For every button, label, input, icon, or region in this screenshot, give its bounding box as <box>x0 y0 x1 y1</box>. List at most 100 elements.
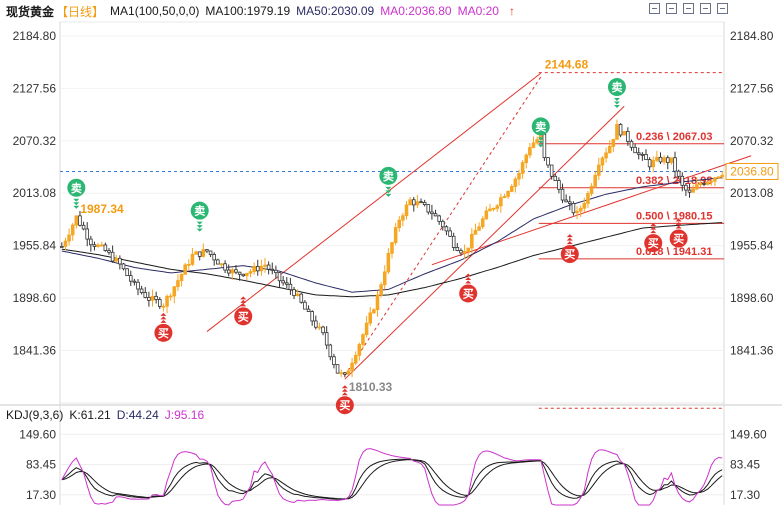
buy-arrow-icon <box>675 222 682 225</box>
candle-body <box>121 263 126 270</box>
buy-arrow-icon <box>675 218 682 222</box>
candle-body <box>477 226 481 231</box>
kdj-tick-left: 149.60 <box>19 427 56 441</box>
settings-icon[interactable] <box>649 3 660 14</box>
collapse-icon[interactable] <box>666 3 677 14</box>
y-tick-label-right: 2127.56 <box>730 81 774 95</box>
candle-body <box>531 142 536 148</box>
sell-signal-icon <box>531 117 550 136</box>
candle-body <box>382 271 387 286</box>
buy-signal-label: 买 <box>238 310 249 323</box>
candle-body <box>426 204 431 213</box>
candle-body <box>368 312 373 324</box>
ma50-line <box>61 177 723 293</box>
candle-body <box>197 251 202 257</box>
candle-body <box>466 247 470 252</box>
arrow-up-icon[interactable]: ↑ <box>508 4 515 18</box>
candle-body <box>314 320 318 328</box>
candle-body <box>375 294 380 311</box>
candle-body <box>390 242 394 254</box>
candle-body <box>179 273 184 282</box>
candle-body <box>237 271 242 275</box>
close-icon[interactable] <box>717 3 728 14</box>
sell-arrow-icon <box>73 205 80 209</box>
symbol-title[interactable]: 现货黄金 <box>6 4 55 19</box>
sell-arrow-icon <box>73 198 80 202</box>
y-tick-label-left: 1955.84 <box>13 239 57 253</box>
sell-arrow-icon <box>73 202 80 206</box>
sell-signal-label: 卖 <box>71 181 82 195</box>
candle-body <box>546 157 550 166</box>
sell-arrow-icon <box>613 101 620 105</box>
plot-frame <box>59 21 725 404</box>
buy-signal-icon <box>669 229 688 248</box>
candle-body <box>557 180 561 190</box>
candle-body <box>615 124 619 140</box>
candle-body <box>444 226 449 232</box>
chart-toolbar <box>649 3 728 14</box>
candle-body <box>698 183 703 186</box>
candle-body <box>216 259 220 265</box>
buy-signal-label: 买 <box>673 233 684 246</box>
candle-body <box>364 322 369 336</box>
candle-body <box>99 244 104 247</box>
candle-body <box>324 332 329 346</box>
y-tick-label-left: 2013.08 <box>13 186 57 200</box>
candle-body <box>586 193 590 204</box>
candle-body <box>361 334 365 345</box>
ma100-value: MA100:1979.19 <box>205 4 291 18</box>
candle-body <box>651 160 656 168</box>
candle-body <box>277 272 282 282</box>
chart-legend: 现货黄金 【日线】 MA1(100,50,0,0) MA100:1979.19 … <box>0 0 782 22</box>
buy-arrow-icon <box>465 280 472 284</box>
candle-body <box>219 263 224 266</box>
ma-group-label[interactable]: MA1(100,50,0,0) <box>110 4 200 18</box>
candle-body <box>669 157 674 163</box>
candle-body <box>328 344 333 358</box>
candle-body <box>176 280 180 288</box>
sell-signal-label: 卖 <box>383 169 394 183</box>
minimize-icon[interactable] <box>683 3 694 14</box>
candle-body <box>125 268 129 277</box>
buy-arrow-icon <box>675 225 682 229</box>
candle-body <box>67 234 71 242</box>
candle-body <box>597 164 601 176</box>
y-tick-label-right: 2184.80 <box>730 29 774 43</box>
candle-body <box>386 252 391 273</box>
fib-label-0.500: 0.500 \ 1980.15 <box>636 210 712 222</box>
candle-body <box>187 263 191 266</box>
candle-body <box>524 154 529 164</box>
kdj-k-value: K:61.21 <box>69 408 111 422</box>
buy-signal-icon <box>154 323 173 342</box>
y-tick-label-left: 2070.32 <box>13 134 57 148</box>
candle-body <box>491 207 496 210</box>
candle-body <box>676 170 681 177</box>
buy-arrow-icon <box>240 303 247 307</box>
candle-body <box>408 199 412 206</box>
candle-body <box>640 153 645 156</box>
buy-signal-icon <box>234 307 253 326</box>
candle-body <box>154 295 158 300</box>
candle-body <box>575 210 579 214</box>
candle-body <box>74 215 79 226</box>
kdj-label[interactable]: KDJ(9,3,6) <box>6 408 64 422</box>
period-selector[interactable]: 【日线】 <box>56 4 105 19</box>
candle-body <box>128 275 133 282</box>
candle-body <box>459 250 463 254</box>
candle-body <box>473 229 478 235</box>
y-tick-label-right: 1898.60 <box>730 291 774 305</box>
maximize-icon[interactable] <box>700 3 711 14</box>
candle-body <box>139 288 144 293</box>
y-tick-label-left: 1898.60 <box>13 291 57 305</box>
candle-body <box>568 201 572 204</box>
buy-arrow-icon <box>341 388 348 392</box>
sell-signal-icon <box>379 166 398 185</box>
candle-body <box>70 224 75 236</box>
candle-body <box>571 203 576 214</box>
candle-body <box>284 282 289 285</box>
candle-body <box>433 213 438 217</box>
candle-body <box>600 157 605 166</box>
candle-body <box>89 238 93 246</box>
candle-body <box>684 184 688 191</box>
candle-body <box>695 184 699 190</box>
